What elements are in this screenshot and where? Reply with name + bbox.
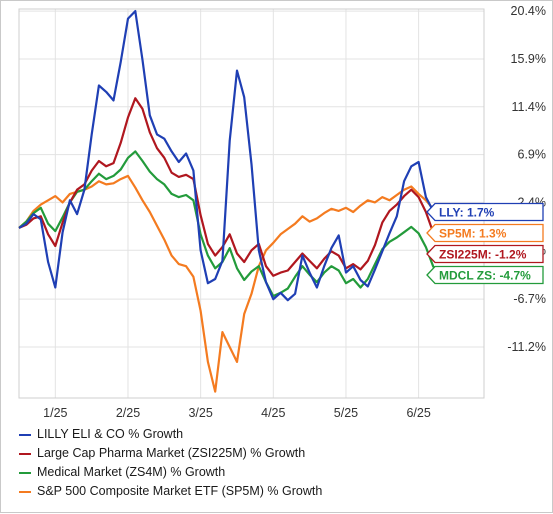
legend: LILLY ELI & CO % Growth Large Cap Pharma… — [19, 425, 322, 501]
end-label-zsi225m: ZSI225M: -1.2% — [426, 244, 544, 264]
legend-item-zsi225m[interactable]: Large Cap Pharma Market (ZSI225M) % Grow… — [19, 444, 322, 463]
legend-item-sp5m[interactable]: S&P 500 Composite Market ETF (SP5M) % Gr… — [19, 482, 322, 501]
grid-lines — [19, 9, 484, 398]
legend-item-lly[interactable]: LILLY ELI & CO % Growth — [19, 425, 322, 444]
legend-label-sp5m: S&P 500 Composite Market ETF (SP5M) % Gr… — [37, 484, 323, 498]
y-tick-label: 6.9% — [518, 148, 547, 162]
x-tick-label: 3/25 — [188, 406, 212, 420]
end-label-sp5m: SP5M: 1.3% — [426, 223, 544, 243]
series-line-2 — [18, 150, 456, 298]
y-tick-label: 20.4% — [511, 4, 546, 18]
legend-swatch-sp5m — [19, 490, 31, 493]
end-label-text: MDCL ZS: -4.7% — [439, 269, 531, 283]
series-line-0 — [18, 10, 456, 302]
legend-label-zs4m: Medical Market (ZS4M) % Growth — [37, 465, 226, 479]
end-label-text: SP5M: 1.3% — [439, 227, 507, 241]
end-value-labels: LLY: 1.7% SP5M: 1.3% ZSI225M: -1.2% MDCL ZS… — [426, 202, 544, 285]
series-line-1 — [18, 97, 456, 277]
end-label-text: LLY: 1.7% — [439, 206, 495, 220]
x-tick-label: 1/25 — [43, 406, 67, 420]
end-label-box — [426, 265, 544, 285]
end-label-box — [426, 223, 544, 243]
plot-frame — [18, 8, 485, 399]
series-line-3 — [18, 174, 456, 393]
x-tick-label: 2/25 — [116, 406, 140, 420]
y-tick-label: -11.2% — [507, 340, 546, 354]
end-label-text: ZSI225M: -1.2% — [439, 248, 527, 262]
legend-label-zsi225m: Large Cap Pharma Market (ZSI225M) % Grow… — [37, 446, 306, 460]
end-label-zs4m: MDCL ZS: -4.7% — [426, 265, 544, 285]
y-tick-label: -6.7% — [513, 292, 546, 306]
legend-swatch-lly — [19, 433, 31, 436]
legend-label-lly: LILLY ELI & CO % Growth — [37, 427, 184, 441]
x-tick-label: 6/25 — [406, 406, 430, 420]
series-lines — [18, 10, 456, 393]
end-label-lly: LLY: 1.7% — [426, 202, 544, 222]
y-tick-label: 11.4% — [511, 100, 546, 114]
legend-item-zs4m[interactable]: Medical Market (ZS4M) % Growth — [19, 463, 322, 482]
x-tick-label: 4/25 — [261, 406, 285, 420]
legend-swatch-zs4m — [19, 471, 31, 474]
x-tick-label: 5/25 — [334, 406, 358, 420]
end-label-box — [426, 202, 544, 222]
legend-swatch-zsi225m — [19, 452, 31, 455]
y-tick-label: 15.9% — [511, 52, 546, 66]
end-label-box — [426, 244, 544, 264]
